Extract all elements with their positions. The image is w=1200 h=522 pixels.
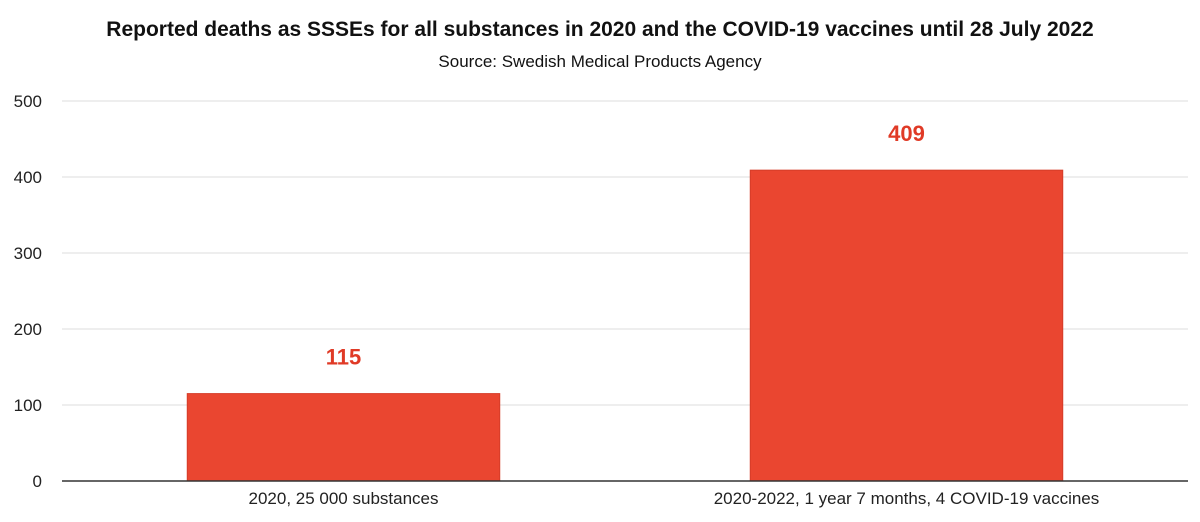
y-tick-label: 0: [33, 472, 42, 491]
bar: [186, 393, 501, 482]
y-tick-label: 100: [14, 396, 42, 415]
data-label: 115: [326, 345, 362, 370]
bar: [749, 169, 1064, 482]
x-tick-label: 2020-2022, 1 year 7 months, 4 COVID-19 v…: [714, 489, 1100, 508]
y-tick-label: 300: [14, 244, 42, 263]
y-tick-label: 400: [14, 168, 42, 187]
x-tick-label: 2020, 25 000 substances: [249, 489, 439, 508]
y-tick-label: 200: [14, 320, 42, 339]
chart-subtitle: Source: Swedish Medical Products Agency: [438, 52, 762, 71]
y-tick-label: 500: [14, 92, 42, 111]
data-label: 409: [888, 121, 925, 146]
chart-title: Reported deaths as SSSEs for all substan…: [106, 18, 1094, 41]
